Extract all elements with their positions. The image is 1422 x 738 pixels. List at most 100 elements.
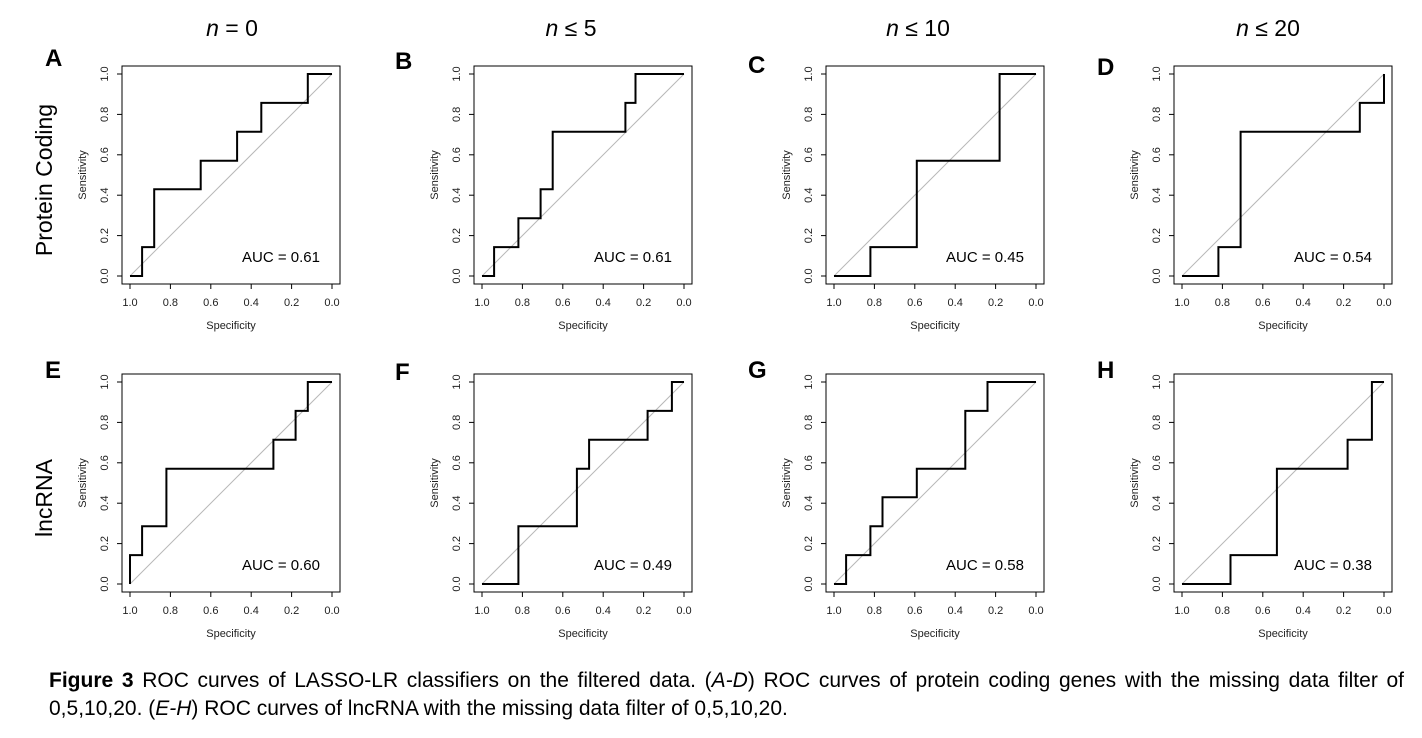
x-tick-label: 0.4 <box>596 297 611 309</box>
row-title-1: Protein Coding <box>31 104 57 256</box>
diagonal-reference-line <box>1181 381 1385 585</box>
x-tick-label: 1.0 <box>122 297 137 309</box>
panel-letter: C <box>748 52 765 79</box>
y-tick-label: 0.4 <box>803 496 815 511</box>
y-tick-label: 1.0 <box>99 374 111 389</box>
column-titles: n = 0 n ≤ 5 n ≤ 10 n ≤ 20 <box>206 15 1300 41</box>
x-tick-label: 0.6 <box>1255 605 1270 617</box>
caption-text-3: ) ROC curves of lncRNA with the missing … <box>191 697 788 720</box>
y-tick-label: 0.6 <box>1151 455 1163 470</box>
y-tick-label: 0.8 <box>99 107 111 122</box>
y-tick-label: 0.2 <box>99 228 111 243</box>
x-tick-label: 0.2 <box>284 297 299 309</box>
panel-letter: A <box>45 45 62 72</box>
y-tick-label: 0.8 <box>1151 107 1163 122</box>
roc-curve <box>482 73 684 277</box>
x-tick-label: 1.0 <box>122 605 137 617</box>
x-tick-label: 0.8 <box>163 297 178 309</box>
y-tick-label: 0.0 <box>451 576 463 591</box>
roc-curve <box>129 381 332 584</box>
auc-label: AUC = 0.61 <box>242 249 320 266</box>
x-tick-label: 0.4 <box>596 605 611 617</box>
x-axis-title: Specificity <box>1258 320 1308 332</box>
y-tick-label: 0.8 <box>803 107 815 122</box>
y-tick-label: 0.8 <box>99 415 111 430</box>
x-tick-label: 0.0 <box>1376 297 1391 309</box>
y-tick-label: 0.4 <box>451 496 463 511</box>
y-tick-label: 0.6 <box>1151 147 1163 162</box>
y-tick-label: 1.0 <box>803 66 815 81</box>
y-axis-title: Sensitivity <box>1129 458 1141 508</box>
y-tick-label: 1.0 <box>451 374 463 389</box>
x-axis-title: Specificity <box>910 628 960 640</box>
x-tick-label: 0.0 <box>676 297 691 309</box>
x-axis-title: Specificity <box>1258 628 1308 640</box>
x-tick-label: 0.4 <box>1296 297 1311 309</box>
y-tick-label: 0.8 <box>451 415 463 430</box>
y-tick-label: 0.2 <box>451 536 463 551</box>
y-tick-label: 0.8 <box>803 415 815 430</box>
y-tick-label: 1.0 <box>803 374 815 389</box>
caption-label: Figure 3 <box>49 669 134 692</box>
auc-label: AUC = 0.54 <box>1294 249 1372 266</box>
column-title-1: n = 0 <box>206 15 258 41</box>
y-tick-label: 0.0 <box>803 576 815 591</box>
x-tick-label: 0.2 <box>988 605 1003 617</box>
x-tick-label: 0.4 <box>948 605 963 617</box>
row-title-2: lncRNA <box>31 458 57 537</box>
y-tick-label: 0.8 <box>1151 415 1163 430</box>
x-tick-label: 0.2 <box>284 605 299 617</box>
y-tick-label: 0.6 <box>99 147 111 162</box>
auc-label: AUC = 0.38 <box>1294 557 1372 574</box>
caption-range-2: E-H <box>155 697 192 720</box>
x-tick-label: 0.6 <box>555 605 570 617</box>
x-tick-label: 1.0 <box>1174 297 1189 309</box>
diagonal-reference-line <box>481 73 685 277</box>
x-tick-label: 0.8 <box>1215 297 1230 309</box>
diagonal-reference-line <box>833 381 1037 585</box>
x-axis-title: Specificity <box>206 320 256 332</box>
x-axis-title: Specificity <box>910 320 960 332</box>
roc-panels: A 0.0 0.2 0.4 0.6 0.8 1.0 1.0 0.8 0.6 0.4 0.2 0.0 Spe… <box>45 45 1393 640</box>
roc-panel-a: A 0.0 0.2 0.4 0.6 0.8 1.0 1.0 0.8 0.6 0.4 0.2 0.0 Spe… <box>45 45 341 332</box>
y-axis-title: Sensitivity <box>77 150 89 200</box>
roc-curve <box>482 381 684 585</box>
x-axis-title: Specificity <box>558 320 608 332</box>
y-axis-title: Sensitivity <box>77 458 89 508</box>
roc-curve <box>130 73 332 277</box>
x-tick-label: 0.6 <box>203 297 218 309</box>
x-tick-label: 0.0 <box>1376 605 1391 617</box>
x-axis-title: Specificity <box>558 628 608 640</box>
caption-range-1: A-D <box>711 669 748 692</box>
y-tick-label: 0.6 <box>451 147 463 162</box>
y-tick-label: 0.0 <box>451 268 463 283</box>
y-tick-label: 0.4 <box>1151 188 1163 203</box>
y-tick-label: 0.4 <box>99 496 111 511</box>
y-tick-label: 0.6 <box>803 455 815 470</box>
panel-letter: F <box>395 359 410 386</box>
auc-label: AUC = 0.61 <box>594 249 672 266</box>
row-titles: Protein Coding lncRNA <box>31 104 57 537</box>
x-tick-label: 0.0 <box>324 297 339 309</box>
x-tick-label: 1.0 <box>474 297 489 309</box>
y-tick-label: 0.4 <box>451 188 463 203</box>
panel-letter: B <box>395 48 412 75</box>
x-tick-label: 0.6 <box>907 605 922 617</box>
y-axis-title: Sensitivity <box>1129 150 1141 200</box>
y-axis-title: Sensitivity <box>781 150 793 200</box>
roc-curve <box>834 381 1036 585</box>
y-tick-label: 0.0 <box>1151 268 1163 283</box>
x-tick-label: 0.6 <box>907 297 922 309</box>
x-tick-label: 0.8 <box>867 605 882 617</box>
y-tick-label: 0.0 <box>1151 576 1163 591</box>
x-tick-label: 0.4 <box>244 297 259 309</box>
column-title-4: n ≤ 20 <box>1236 15 1300 41</box>
roc-panel-f: F 0.0 0.2 0.4 0.6 0.8 1.0 1.0 0.8 0.6 0.4 0.2 0.0 Spe… <box>395 359 693 640</box>
y-tick-label: 0.2 <box>1151 228 1163 243</box>
x-tick-label: 0.8 <box>515 605 530 617</box>
diagonal-reference-line <box>481 381 685 585</box>
diagonal-reference-line <box>1181 73 1385 277</box>
x-tick-label: 0.8 <box>867 297 882 309</box>
y-axis-title: Sensitivity <box>429 150 441 200</box>
